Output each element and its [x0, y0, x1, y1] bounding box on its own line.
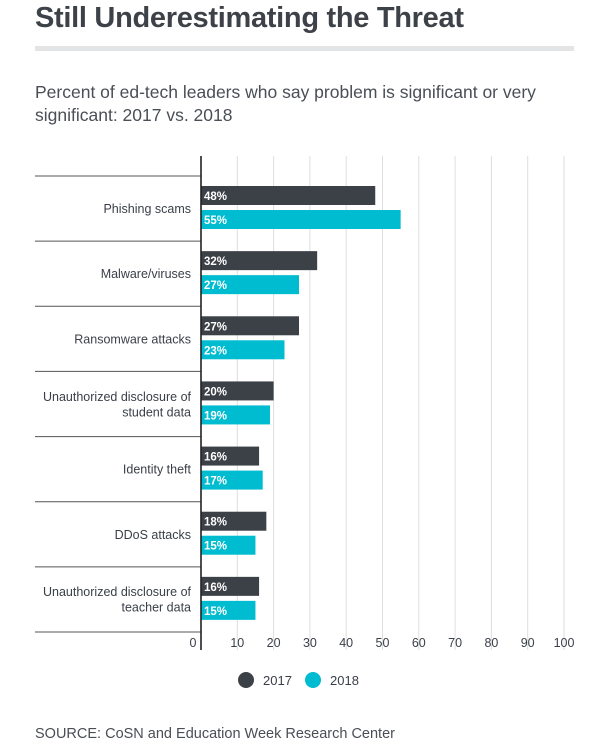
data-label-2018: 55%	[204, 215, 227, 227]
x-tick-label: 10	[230, 636, 244, 650]
x-tick-label: 50	[376, 636, 390, 650]
category-label: student data	[122, 405, 191, 419]
category-label: Unauthorized disclosure of	[43, 585, 192, 599]
data-label-2018: 27%	[204, 280, 227, 292]
x-tick-label: 20	[267, 636, 281, 650]
legend-item-2017: 2017	[238, 672, 292, 688]
category-label: Malware/viruses	[101, 267, 191, 281]
data-label-2017: 32%	[204, 256, 227, 268]
bar-chart: 0 10 20 30 40 50 60 70 80 90 100 48% 55% Phishing sca…	[35, 156, 575, 650]
chart-legend: 2017 2018	[0, 672, 615, 696]
legend-swatch-2017	[238, 672, 254, 688]
bar-2018	[201, 340, 285, 360]
source-note: SOURCE: CoSN and Education Week Research…	[35, 726, 395, 742]
category-label: DDoS attacks	[115, 528, 191, 542]
chart-title: Still Underestimating the Threat	[35, 2, 464, 34]
data-label-2017: 20%	[204, 386, 227, 398]
category-label: Unauthorized disclosure of	[43, 390, 192, 404]
category-label: Phishing scams	[103, 202, 191, 216]
data-label-2018: 15%	[204, 541, 227, 553]
data-label-2018: 17%	[204, 476, 227, 488]
x-tick-label: 0	[190, 636, 197, 650]
bar-2018	[201, 275, 300, 295]
bar-2017	[201, 381, 274, 401]
x-tick-label: 70	[448, 636, 462, 650]
data-label-2018: 15%	[204, 606, 227, 618]
data-label-2018: 23%	[204, 345, 227, 357]
bar-2018	[201, 600, 256, 620]
legend-item-2018: 2018	[305, 672, 359, 688]
x-tick-label: 90	[521, 636, 535, 650]
data-label-2017: 18%	[204, 517, 227, 529]
x-tick-label: 60	[412, 636, 426, 650]
bar-2018	[201, 535, 256, 555]
bar-2017	[201, 511, 267, 531]
data-label-2017: 16%	[204, 452, 227, 464]
bar-2017	[201, 316, 300, 336]
category-label: teacher data	[122, 601, 192, 615]
bar-2018	[201, 210, 401, 229]
bar-2017	[201, 446, 260, 466]
x-tick-label: 80	[484, 636, 498, 650]
legend-swatch-2018	[305, 672, 321, 688]
x-tick-label: 40	[339, 636, 353, 650]
data-label-2017: 48%	[204, 191, 227, 203]
category-label: Ransomware attacks	[74, 332, 191, 346]
title-divider	[35, 46, 574, 51]
x-tick-label: 100	[554, 636, 575, 650]
data-label-2018: 19%	[204, 410, 227, 422]
bar-2017	[201, 576, 260, 596]
chart-subtitle: Percent of ed-tech leaders who say probl…	[35, 82, 536, 125]
bar-2018	[201, 405, 270, 425]
bar-2017	[201, 251, 318, 271]
data-label-2017: 16%	[204, 582, 227, 594]
data-label-2017: 27%	[204, 321, 227, 333]
legend-label-2018: 2018	[330, 672, 359, 688]
x-tick-label: 30	[303, 636, 317, 650]
bar-2017	[201, 186, 376, 205]
category-label: Identity theft	[123, 463, 192, 477]
bar-2018	[201, 470, 263, 490]
legend-label-2017: 2017	[263, 672, 292, 688]
